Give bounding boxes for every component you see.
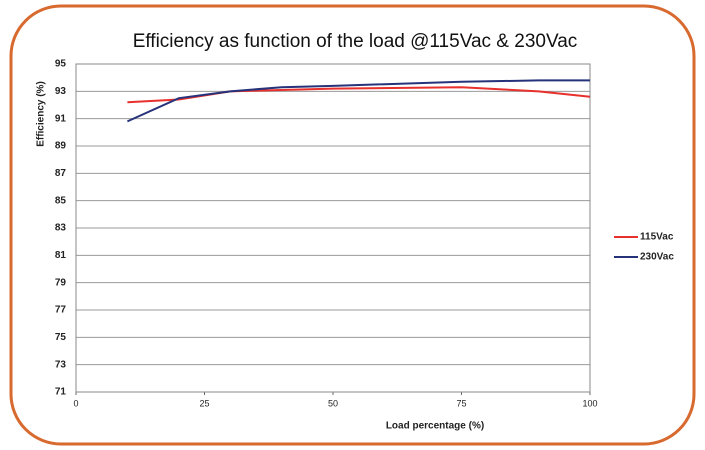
y-tick-label: 91: [55, 113, 67, 124]
x-tick-label: 50: [328, 398, 338, 408]
y-tick-label: 83: [55, 223, 67, 234]
y-tick-label: 77: [55, 305, 67, 316]
y-tick-label: 89: [55, 141, 67, 152]
x-tick-label: 25: [199, 398, 209, 408]
y-tick-label: 71: [55, 387, 67, 398]
legend-label: 115Vac: [640, 232, 674, 243]
y-tick-label: 87: [55, 168, 67, 179]
series-line: [126, 79, 590, 123]
x-tick-label: 75: [456, 398, 466, 408]
x-axis-label: Load percentage (%): [386, 421, 484, 432]
y-axis-label: Efficiency (%): [36, 81, 47, 147]
x-tick-label: 100: [582, 398, 597, 408]
y-tick-label: 79: [55, 277, 67, 288]
plot-border: [75, 63, 591, 393]
x-tick-label: 0: [73, 398, 78, 408]
y-tick-label: 73: [55, 359, 67, 370]
y-tick-label: 85: [55, 195, 67, 206]
y-tick-label: 75: [55, 332, 67, 343]
series-line: [127, 86, 591, 104]
legend-label: 230Vac: [640, 252, 674, 263]
y-tick-label: 81: [55, 250, 67, 261]
frame: [9, 4, 696, 446]
y-tick-label: 93: [55, 86, 67, 97]
chart-title: Efficiency as function of the load @115V…: [133, 31, 578, 52]
y-tick-label: 95: [55, 59, 67, 70]
